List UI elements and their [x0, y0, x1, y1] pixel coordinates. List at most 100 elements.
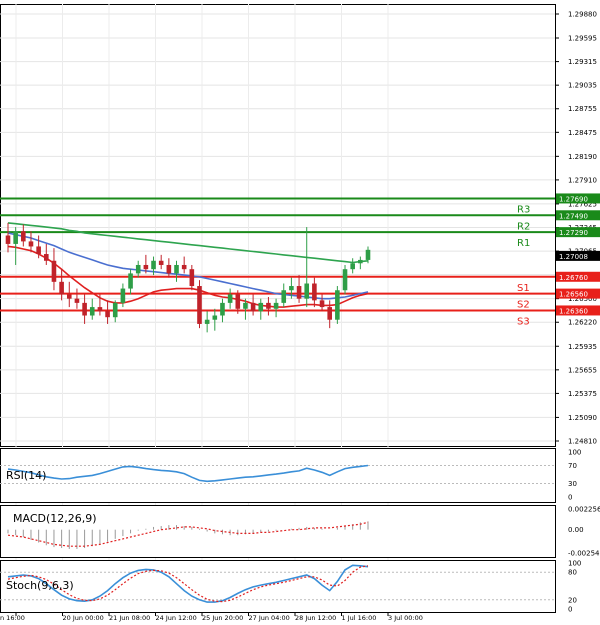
x-tick-label: n 16:00 — [0, 614, 25, 622]
stoch-d-line — [7, 565, 369, 603]
level-price-box — [556, 227, 600, 238]
candle-body — [296, 286, 302, 299]
candle-body — [181, 264, 187, 270]
candle-body — [350, 263, 355, 270]
candle-body — [304, 283, 310, 299]
rsi-tick-label: 100 — [568, 449, 581, 457]
candle-body — [21, 231, 26, 242]
panel-frame — [0, 448, 556, 503]
x-tick-label: 20 Jun 00:00 — [63, 614, 104, 622]
candle-body — [189, 269, 195, 287]
level-price-box — [556, 271, 600, 282]
level-price-label: 1.27690 — [559, 195, 588, 203]
rsi-tick-label: 30 — [568, 480, 577, 488]
candle-body — [342, 269, 348, 291]
candle-body — [51, 260, 57, 282]
stoch-label: Stoch(9,6,3) — [6, 579, 74, 592]
level-name-s3: S3 — [517, 316, 530, 327]
level-price-box — [556, 210, 600, 221]
y-tick-label: 1.25935 — [568, 343, 597, 351]
candle-body — [36, 246, 41, 255]
candle-body — [319, 300, 325, 308]
x-tick-label: 28 Jun 12:00 — [295, 614, 336, 622]
y-tick-label: 1.27910 — [568, 176, 597, 184]
candle-body — [281, 290, 287, 303]
candle-body — [5, 235, 11, 244]
y-tick-label: 1.24810 — [568, 438, 597, 446]
macd-panel: 0.002256 0.00 -0.002543 MACD(12,26,9) — [0, 505, 600, 558]
macd-tick-label: 0.00 — [568, 526, 584, 534]
current-price-label: 1.27008 — [559, 253, 588, 261]
level-name-r3: R3 — [517, 204, 530, 215]
y-tick-label: 1.27625 — [568, 200, 597, 208]
candle-body — [250, 302, 256, 312]
y-tick-label: 1.25655 — [568, 366, 597, 374]
candle-body — [174, 264, 179, 274]
candle-body — [273, 302, 279, 309]
candle-body — [28, 241, 34, 247]
stoch-tick-label: 20 — [568, 596, 577, 604]
candle-body — [120, 288, 126, 303]
x-tick-label: 21 Jun 08:00 — [109, 614, 150, 622]
y-tick-label: 1.29315 — [568, 58, 597, 66]
level-price-label: 1.27290 — [559, 229, 588, 237]
macd-label: MACD(12,26,9) — [13, 512, 97, 525]
stoch-k-line — [7, 564, 369, 603]
candle-body — [358, 259, 363, 264]
candle-body — [143, 264, 149, 270]
main-price-panel: 1.29880 1.29595 1.29315 1.29035 1.28755 1.284… — [0, 4, 600, 612]
current-price-box — [556, 250, 600, 261]
candle-body — [74, 298, 80, 303]
candle-body — [204, 319, 210, 324]
candle-body — [235, 294, 241, 309]
moving-average-green — [7, 222, 369, 264]
candle-body — [166, 264, 172, 274]
y-tick-label: 1.25375 — [568, 390, 597, 398]
moving-average-red — [7, 245, 369, 308]
x-tick-label: 25 Jun 20:00 — [202, 614, 243, 622]
candle-body — [212, 315, 218, 320]
candle-body — [335, 290, 340, 320]
level-name-r2: R2 — [517, 221, 530, 232]
candle-body — [82, 302, 87, 316]
macd-signal-line — [7, 521, 369, 547]
candle-body — [59, 281, 64, 295]
y-tick-label: 1.29035 — [568, 82, 597, 90]
y-tick-label: 1.28190 — [568, 153, 597, 161]
candle-body — [135, 264, 141, 274]
stoch-tick-label: 80 — [568, 569, 577, 577]
candle-body — [66, 294, 72, 299]
candle-body — [43, 254, 49, 261]
level-name-r1: R1 — [517, 238, 530, 249]
rsi-line — [7, 464, 369, 483]
candle-body — [266, 302, 271, 309]
candle-body — [243, 302, 248, 309]
candle-body — [289, 286, 294, 291]
level-price-label: 1.26560 — [559, 291, 588, 299]
candle-body — [158, 260, 164, 265]
candle-body — [327, 307, 333, 320]
level-price-label: 1.26360 — [559, 307, 588, 315]
candle-body — [312, 283, 317, 301]
stoch-tick-label: 100 — [568, 560, 581, 568]
level-name-s1: S1 — [517, 283, 530, 294]
rsi-panel: 100 70 30 0 RSI(14) — [0, 448, 581, 503]
y-tick-label: 1.29880 — [568, 11, 597, 19]
panel-frame — [0, 4, 556, 447]
candle-body — [112, 302, 118, 318]
candle-body — [151, 260, 156, 270]
candle-body — [13, 231, 18, 244]
candle-body — [89, 307, 95, 316]
panel-frame — [0, 560, 556, 613]
level-name-s2: S2 — [517, 300, 530, 311]
candle-body — [105, 311, 110, 318]
macd-tick-label: 0.002256 — [568, 506, 600, 514]
level-price-box — [556, 305, 600, 316]
x-tick-label: 27 Jun 04:00 — [249, 614, 290, 622]
x-axis: n 16:00 20 Jun 00:00 21 Jun 08:00 24 Jun 12… — [0, 612, 423, 622]
y-tick-label: 1.26220 — [568, 319, 597, 327]
candle-body — [227, 294, 233, 303]
rsi-label: RSI(14) — [6, 469, 46, 482]
